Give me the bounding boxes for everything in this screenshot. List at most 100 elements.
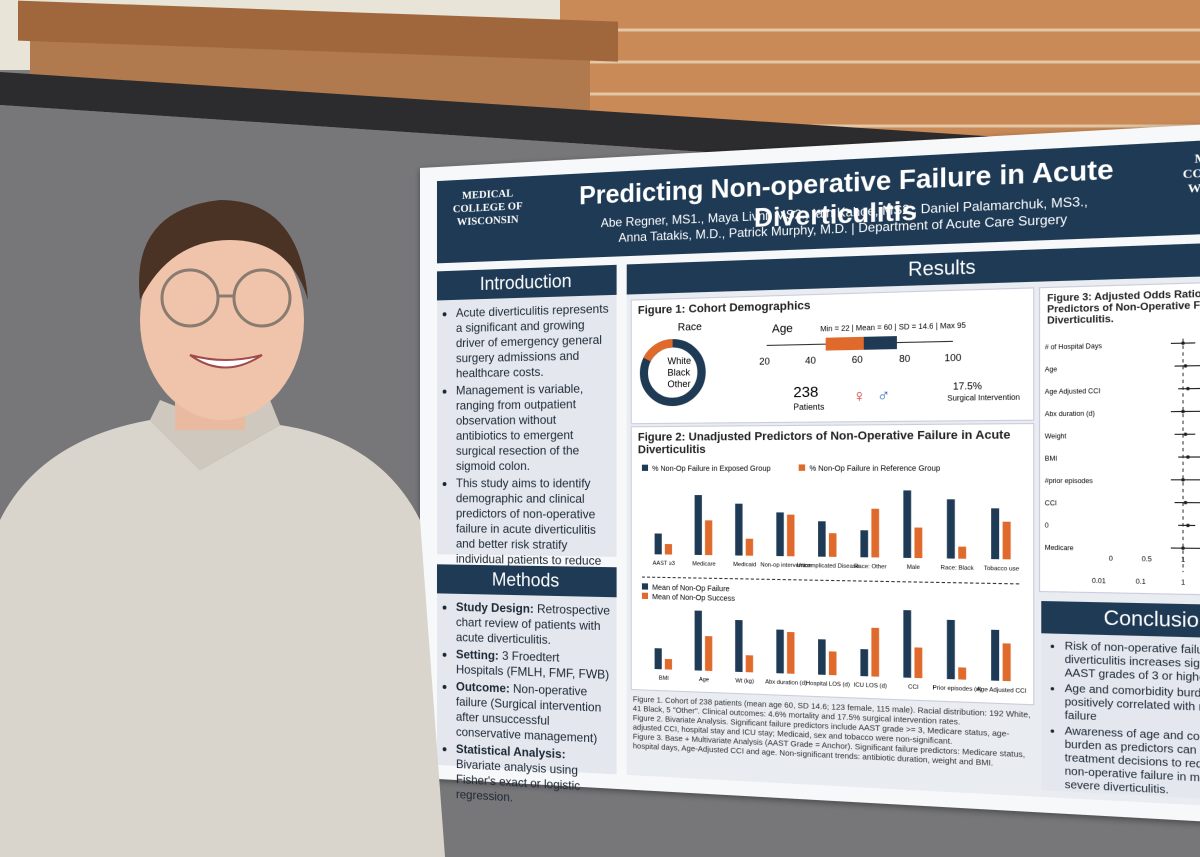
divider — [642, 577, 1022, 584]
axis-label: 100 — [944, 352, 961, 364]
bar — [776, 512, 784, 557]
legend-item: % Non-Op Failure in Reference Group — [809, 465, 940, 473]
bullet: Awareness of age and comorbidity burden … — [1065, 726, 1200, 804]
variable-label: Age Adjusted CCI — [1045, 389, 1101, 397]
x-label: Age — [699, 677, 709, 684]
bar — [1002, 521, 1011, 560]
bar — [654, 533, 662, 555]
point — [1181, 409, 1185, 414]
x-label: Male — [907, 564, 920, 571]
x-label: Medicare — [692, 561, 715, 568]
point — [1181, 546, 1185, 550]
figure-title: Figure 3: Adjusted Odds Ratios for Predi… — [1047, 287, 1200, 326]
x-label: BMI — [659, 675, 669, 682]
label: Race — [678, 321, 702, 333]
bullet: Age and comorbidity burden is positively… — [1065, 683, 1200, 732]
figure-2: Figure 2: Unadjusted Predictors of Non-O… — [630, 422, 1035, 706]
introduction: Introduction Acute diverticulitis repres… — [436, 264, 617, 614]
axis-label: 1 — [1181, 580, 1185, 587]
point — [1183, 500, 1188, 505]
captions: Figure 1. Cohort of 238 patients (mean a… — [633, 694, 1035, 770]
figure-3: Figure 3: Adjusted Odds Ratios for Predi… — [1038, 279, 1200, 597]
bar — [694, 495, 702, 556]
legend-item: White — [667, 355, 691, 366]
forest-plot: # of Hospital Days Age Age Adjusted CCI Abx… — [1045, 325, 1200, 587]
method-item: Outcome: Non-operative failure (Surgical… — [456, 679, 611, 747]
x-label: AAST ≥3 — [653, 560, 675, 567]
method-label: Study Design: — [455, 599, 534, 616]
legend-swatch — [641, 464, 649, 471]
x-label: Non-op intervention — [760, 562, 811, 569]
x-label: Uncomplicated Disease — [797, 563, 860, 571]
bar — [958, 546, 967, 559]
point — [1186, 386, 1190, 391]
axis-label: 60 — [852, 354, 863, 365]
method-text: Bivariate analysis using Fisher's exact … — [455, 756, 581, 805]
bar — [991, 629, 1000, 681]
methods: Methods Study Design: Retrospective char… — [436, 564, 617, 805]
label: Surgical Intervention — [947, 394, 1020, 403]
poster: MEDICAL COLLEGE OF WISCONSIN Predicting … — [420, 118, 1200, 828]
bar — [991, 508, 1000, 560]
axis-label: 0 — [1109, 556, 1113, 563]
results: Results Figure 1: Cohort Demographics Ra… — [626, 240, 1200, 811]
bar — [787, 631, 795, 674]
x-label: ICU LOS (d) — [854, 682, 887, 690]
logo: MEDICAL COLLEGE OF WISCONSIN — [1182, 149, 1200, 197]
logo: MEDICAL COLLEGE OF WISCONSIN — [452, 187, 523, 229]
legend-item: Mean of Non-Op Success — [652, 594, 735, 603]
point — [1186, 523, 1190, 528]
bar — [745, 655, 754, 673]
bar — [664, 544, 673, 555]
variable-label: BMI — [1045, 456, 1058, 463]
x-label: Prior episodes (n) — [933, 685, 982, 694]
section-heading: Conclusions — [1041, 601, 1200, 640]
method-label: Setting: — [455, 647, 499, 663]
label: Age — [772, 322, 793, 336]
x-label: Race: Black — [941, 565, 975, 572]
bar — [818, 521, 826, 557]
count: 238 — [793, 384, 818, 401]
bullet: Risk of non-operative failure in acute d… — [1065, 641, 1200, 689]
method-label: Outcome: — [455, 679, 510, 696]
icon: ♀ — [853, 387, 866, 406]
legend-swatch — [641, 583, 649, 590]
x-label: Medicaid — [733, 562, 756, 569]
bar — [828, 651, 837, 676]
box — [825, 336, 864, 351]
variable-label: Abx duration (d) — [1045, 411, 1095, 418]
point — [1181, 341, 1185, 345]
figure-1: Figure 1: Cohort Demographics Race White… — [631, 287, 1035, 425]
variable-label: CCI — [1045, 501, 1058, 508]
bar — [787, 514, 795, 557]
axis-label: 80 — [899, 353, 910, 364]
bar — [958, 667, 967, 680]
legend-swatch — [641, 592, 649, 600]
point — [1183, 364, 1188, 368]
bar — [745, 538, 754, 556]
demographics-graphic: Race White Black Other Age Min = 22 | Me… — [632, 321, 1020, 421]
bar — [903, 490, 912, 558]
bar — [776, 629, 784, 674]
bar — [860, 649, 869, 677]
icon: ♂ — [877, 387, 890, 406]
bar — [860, 530, 869, 558]
variable-label: Age — [1045, 367, 1057, 374]
race-legend: White Black Other — [667, 355, 691, 389]
point — [1186, 455, 1190, 459]
bar — [694, 610, 702, 671]
bar — [654, 648, 662, 670]
legend-item: % Non-Op Failure in Exposed Group — [652, 465, 771, 473]
age-stats: Min = 22 | Mean = 60 | SD = 14.6 | Max 9… — [820, 322, 966, 333]
bar-charts: % Non-Op Failure in Exposed Group % Non-O… — [632, 464, 1026, 695]
variable-label: #prior episodes — [1045, 478, 1093, 485]
axis-label: 40 — [805, 355, 816, 366]
point — [1181, 478, 1185, 482]
variable-label: 0 — [1045, 523, 1049, 530]
bar — [903, 610, 912, 678]
variable-label: Weight — [1045, 434, 1067, 441]
axis-label: 20 — [759, 356, 770, 367]
method-item: Statistical Analysis: Bivariate analysis… — [456, 742, 611, 812]
variable-label: # of Hospital Days — [1045, 344, 1102, 352]
